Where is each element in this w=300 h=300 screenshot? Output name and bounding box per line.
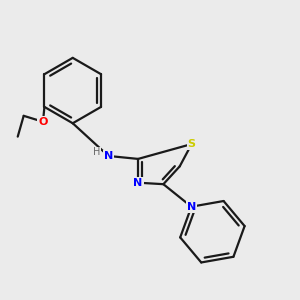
Text: O: O (38, 117, 48, 127)
Text: S: S (188, 139, 196, 149)
Text: N: N (187, 202, 196, 212)
Text: H: H (93, 147, 100, 158)
Text: N: N (134, 178, 143, 188)
Text: N: N (104, 151, 113, 161)
